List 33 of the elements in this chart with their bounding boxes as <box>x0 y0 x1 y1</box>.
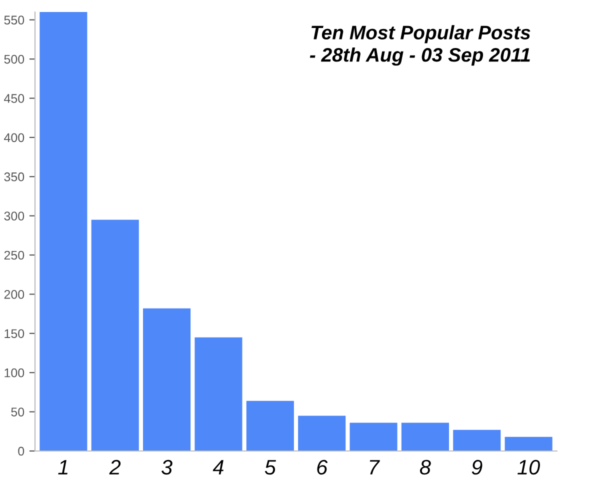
bar <box>40 12 88 451</box>
bar <box>298 416 346 451</box>
bar <box>91 220 139 451</box>
x-tick-label: 7 <box>370 460 380 474</box>
x-tick-label: 4 <box>212 460 224 474</box>
bar <box>246 400 294 451</box>
x-tick-label: 5 <box>264 460 276 475</box>
y-tick-label: 550 <box>4 16 24 24</box>
y-tick-label: 400 <box>4 133 24 142</box>
y-tick-label: 50 <box>11 408 24 416</box>
y-tick-label: 450 <box>4 94 24 103</box>
y-tick-label: 250 <box>4 250 24 260</box>
bar <box>504 436 552 451</box>
bar <box>401 422 449 451</box>
y-tick-label: 150 <box>4 329 24 338</box>
x-tick-label: 1 <box>58 460 68 474</box>
bar <box>194 337 242 451</box>
x-tick-label: 3 <box>161 460 172 475</box>
x-tick-label: 2 <box>109 460 121 474</box>
y-tick-label: 0 <box>18 446 24 456</box>
y-tick-label: 500 <box>4 54 24 64</box>
y-tick-label: 350 <box>4 172 24 182</box>
x-tick-label: 8 <box>420 460 431 475</box>
text: Ten Most Popular Posts - 28th Aug - 03 Sep 2011 <box>310 25 530 66</box>
bar <box>453 430 501 451</box>
y-tick-label: 200 <box>4 290 24 299</box>
y-tick-label: 100 <box>4 368 24 378</box>
bar <box>350 422 398 451</box>
y-tick-label: 300 <box>4 212 24 220</box>
x-tick-label: 6 <box>317 460 328 475</box>
x-tick-label: 10 <box>518 460 540 475</box>
x-tick-label: 9 <box>472 460 482 475</box>
bar <box>143 308 191 451</box>
